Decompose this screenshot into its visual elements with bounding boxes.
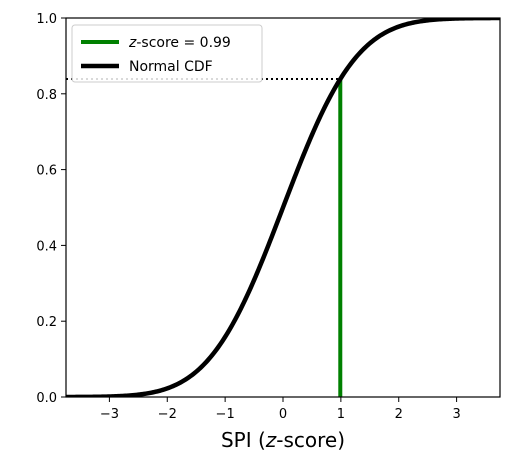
x-tick-label: 3 [452,407,460,422]
x-tick-label: −1 [216,407,235,422]
y-tick-label: 0.0 [36,391,57,406]
legend-label-z-rest: -score = 0.99 [136,35,230,51]
legend: z-score = 0.99 Normal CDF [71,24,263,83]
normal-cdf-curve [66,18,500,397]
x-tick-label: 0 [279,407,287,422]
x-axis-title: SPI (z-score) [221,428,345,452]
x-tick-label: 2 [395,407,403,422]
legend-box [71,24,263,83]
y-tick-label: 0.2 [36,315,57,330]
axes: −3 −2 −1 0 1 2 3 0.0 0.2 0.4 0.6 0.8 1.0 [36,12,501,422]
legend-label-z-score: z-score = 0.99 [128,35,231,51]
y-tick-label: 1.0 [36,12,57,27]
y-tick-label: 0.6 [36,164,57,179]
x-tick-label: −3 [100,407,119,422]
y-tick-label: 0.4 [36,239,57,254]
x-tick-label: −2 [158,407,177,422]
y-tick-label: 0.8 [36,88,57,103]
legend-label-normal-cdf: Normal CDF [129,59,213,75]
legend-label-z-italic: z [128,35,137,51]
x-tick-label: 1 [337,407,345,422]
